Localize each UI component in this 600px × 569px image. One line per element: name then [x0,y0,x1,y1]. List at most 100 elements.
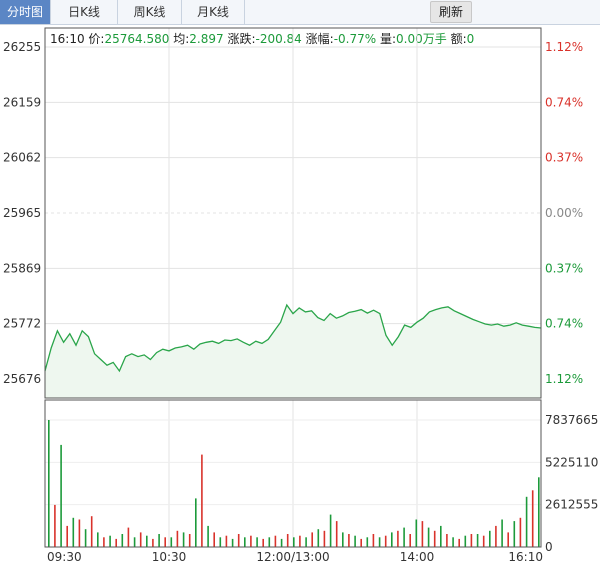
volume-bar [109,535,111,547]
volume-bar [152,538,154,547]
price-tick-label: 26255 [3,40,41,54]
volume-bar [384,535,387,547]
quote-info-bar: 16:10 价:25764.580 均:2.897 涨跌:-200.84 涨幅:… [50,30,474,47]
volume-bar [268,537,271,547]
time-tick-label: 09:30 [47,550,82,564]
volume-bar [348,534,350,547]
tab-intraday[interactable]: 分时图 [0,0,51,24]
volume-bar [274,535,277,547]
volume-bar [391,532,393,547]
chart-tabs: 分时图 日K线 周K线 月K线 刷新 [0,0,600,25]
volume-bar [97,532,99,547]
pct-tick-label: 0.74% [545,95,583,109]
volume-bar [170,537,173,547]
volume-bar [446,534,448,547]
volume-bar [403,527,405,547]
price-tick-label: 26159 [3,95,41,109]
time-tick-label: 10:30 [152,550,187,564]
volume-bar [84,529,87,547]
price-line [44,303,542,373]
volume-bar [195,498,197,547]
volume-bar [182,532,185,547]
volume-bar [158,534,160,547]
volume-bar [280,538,283,547]
volume-bar [72,517,75,547]
volume-bar [293,537,295,547]
volume-bar [476,534,479,547]
volume-bar [121,534,124,547]
volume-bars [48,420,540,547]
volume-bar [440,525,442,547]
pct-tick-label: 1.12% [545,40,583,54]
pct-tick-label: 1.12% [545,372,583,386]
volume-bar [237,534,240,547]
volume-bar [513,521,516,547]
info-pct-label: 涨幅: [305,32,334,46]
price-tick-label: 26062 [3,151,41,165]
volume-bar [433,530,436,547]
volume-bar [127,527,130,547]
price-area [45,305,541,398]
volume-bar [78,519,81,547]
volume-bar [225,535,228,547]
volume-bar [48,420,50,547]
volume-bar [231,538,234,547]
volume-bar [482,535,485,547]
time-tick-label: 16:10 [508,550,543,564]
volume-bar [213,532,215,547]
chart-grid [44,28,542,548]
volume-bar [323,530,326,547]
volume-bar [60,444,62,547]
price-tick-label: 25772 [3,317,41,331]
price-series-line [44,303,542,373]
info-pct: -0.77% [333,32,377,46]
volume-bar [525,496,528,547]
pct-tick-label: 0.37% [545,261,583,275]
volume-bar [299,535,301,547]
volume-bar [176,530,179,547]
time-tick-label: 14:00 [400,550,435,564]
volume-bar [188,534,191,547]
volume-bar [507,532,509,547]
pct-tick-label: 0.37% [545,151,583,165]
volume-bar [531,490,534,547]
info-amt-label: 额: [450,32,467,46]
tab-weekly-k[interactable]: 周K线 [118,0,182,24]
info-vol: 0.00万手 [396,32,447,46]
volume-bar [115,538,117,547]
volume-bar [427,527,430,547]
tab-monthly-k[interactable]: 月K线 [182,0,245,24]
volume-bar [409,534,411,547]
info-price-label: 价: [88,32,105,46]
volume-tick-label: 5225110 [545,455,598,469]
volume-bar [397,530,399,547]
volume-bar [244,537,246,547]
volume-bar [103,537,105,547]
volume-tick-label: 7837665 [545,413,598,427]
volume-bar [201,454,203,547]
volume-bar [378,537,381,547]
volume-bar [317,529,320,547]
volume-bar [305,537,307,547]
price-tick-label: 25676 [3,372,41,386]
info-vol-label: 量: [379,32,397,46]
volume-panel-frame [44,399,542,548]
volume-bar [464,535,467,547]
tab-daily-k[interactable]: 日K线 [51,0,118,24]
volume-bar [164,537,166,547]
info-price: 25764.580 [104,32,170,46]
volume-bar [354,535,356,547]
volume-tick-label: 2612555 [545,498,598,512]
volume-bar [335,521,338,547]
volume-bar [501,519,503,547]
volume-bar [219,537,222,547]
volume-bar [470,534,473,547]
time-tick-label: 12:00/13:00 [256,550,329,564]
volume-bar [286,534,289,547]
volume-bar [66,525,68,547]
volume-bar [458,538,460,547]
volume-bar [519,517,522,547]
volume-bar [366,537,369,547]
refresh-button[interactable]: 刷新 [430,1,472,23]
